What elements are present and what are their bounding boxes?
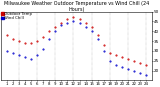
Legend: Outdoor Temp, Wind Chill: Outdoor Temp, Wind Chill: [1, 12, 33, 21]
Title: Milwaukee Weather Outdoor Temperature vs Wind Chill (24 Hours): Milwaukee Weather Outdoor Temperature vs…: [4, 1, 149, 12]
